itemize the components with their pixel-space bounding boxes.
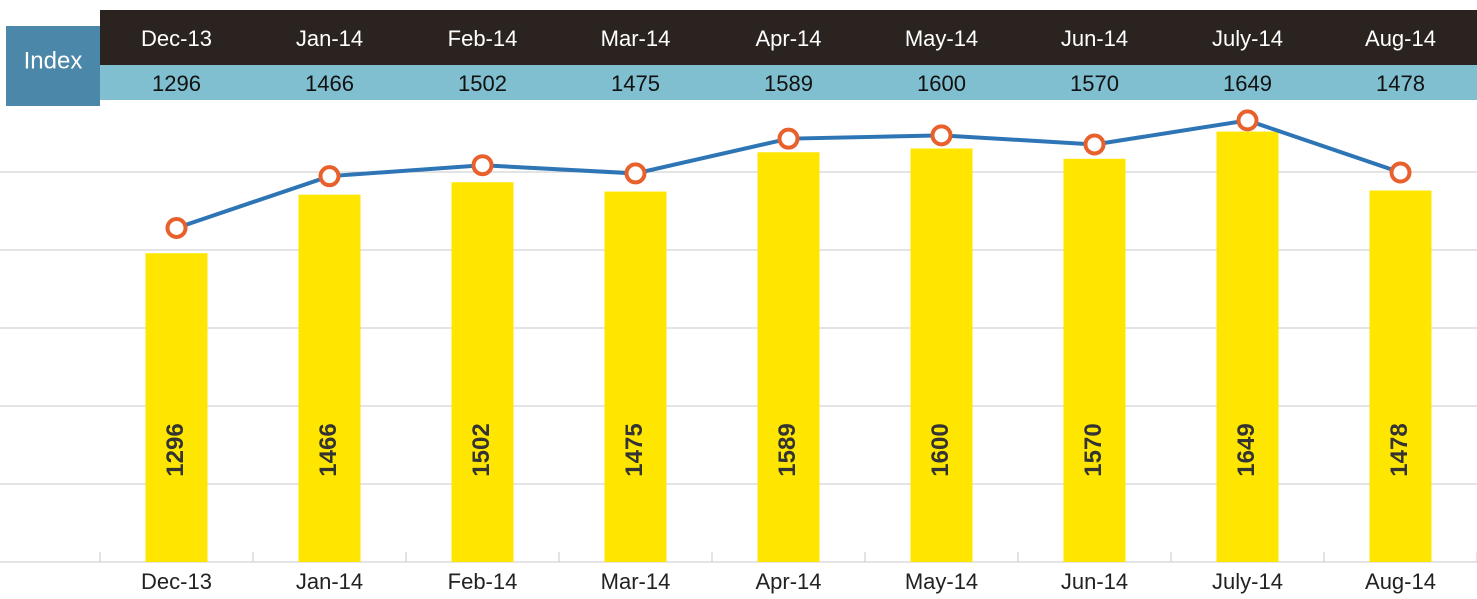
x-tick-label: Dec-13 xyxy=(141,569,212,594)
header-value: 1502 xyxy=(458,71,507,96)
line-marker xyxy=(471,154,494,177)
bar-label: 1600 xyxy=(927,423,954,476)
header-value: 1589 xyxy=(764,71,813,96)
header-value: 1296 xyxy=(152,71,201,96)
header-category: Jan-14 xyxy=(296,26,363,51)
header-value: 1478 xyxy=(1376,71,1425,96)
bar xyxy=(1063,158,1126,563)
line-marker xyxy=(1389,161,1412,184)
header-value: 1475 xyxy=(611,71,660,96)
bar xyxy=(604,191,667,563)
line-marker xyxy=(930,124,953,147)
bar xyxy=(1369,190,1432,562)
header-category: Jun-14 xyxy=(1061,26,1128,51)
table-label: Index xyxy=(24,47,83,74)
x-tick-label: Apr-14 xyxy=(755,569,821,594)
bar-label: 1649 xyxy=(1233,423,1260,476)
header-category: Aug-14 xyxy=(1365,26,1436,51)
bar xyxy=(298,194,361,562)
bar-label: 1570 xyxy=(1080,423,1107,476)
header-value: 1570 xyxy=(1070,71,1119,96)
header-category: Feb-14 xyxy=(448,26,518,51)
line-marker xyxy=(1236,109,1259,132)
bar-label: 1475 xyxy=(621,423,648,476)
header-category: Dec-13 xyxy=(141,26,212,51)
value-band xyxy=(100,65,1477,100)
x-tick-label: July-14 xyxy=(1212,569,1283,594)
x-tick-label: Aug-14 xyxy=(1365,569,1436,594)
bar xyxy=(757,152,820,562)
bar-label: 1589 xyxy=(774,423,801,476)
x-tick-label: May-14 xyxy=(905,569,978,594)
header-category: Apr-14 xyxy=(755,26,821,51)
table-label-box xyxy=(6,26,100,106)
header-band xyxy=(100,10,1477,65)
bar-label: 1478 xyxy=(1386,423,1413,476)
bar xyxy=(145,253,208,562)
header-category: May-14 xyxy=(905,26,978,51)
line-marker xyxy=(165,216,188,239)
header-value: 1600 xyxy=(917,71,966,96)
bar-label: 1502 xyxy=(468,423,495,476)
bar xyxy=(910,148,973,562)
header-category: Mar-14 xyxy=(601,26,671,51)
bar xyxy=(451,182,514,563)
line-marker xyxy=(1083,133,1106,156)
x-tick-label: Mar-14 xyxy=(601,569,671,594)
bar-label: 1296 xyxy=(162,423,189,476)
bar-label: 1466 xyxy=(315,423,342,476)
bar xyxy=(1216,131,1279,562)
line-marker xyxy=(777,127,800,150)
header-value: 1466 xyxy=(305,71,354,96)
header-category: July-14 xyxy=(1212,26,1283,51)
x-tick-label: Jan-14 xyxy=(296,569,363,594)
x-tick-label: Feb-14 xyxy=(448,569,518,594)
x-tick-label: Jun-14 xyxy=(1061,569,1128,594)
line-marker xyxy=(624,162,647,185)
line-marker xyxy=(318,165,341,188)
header-value: 1649 xyxy=(1223,71,1272,96)
